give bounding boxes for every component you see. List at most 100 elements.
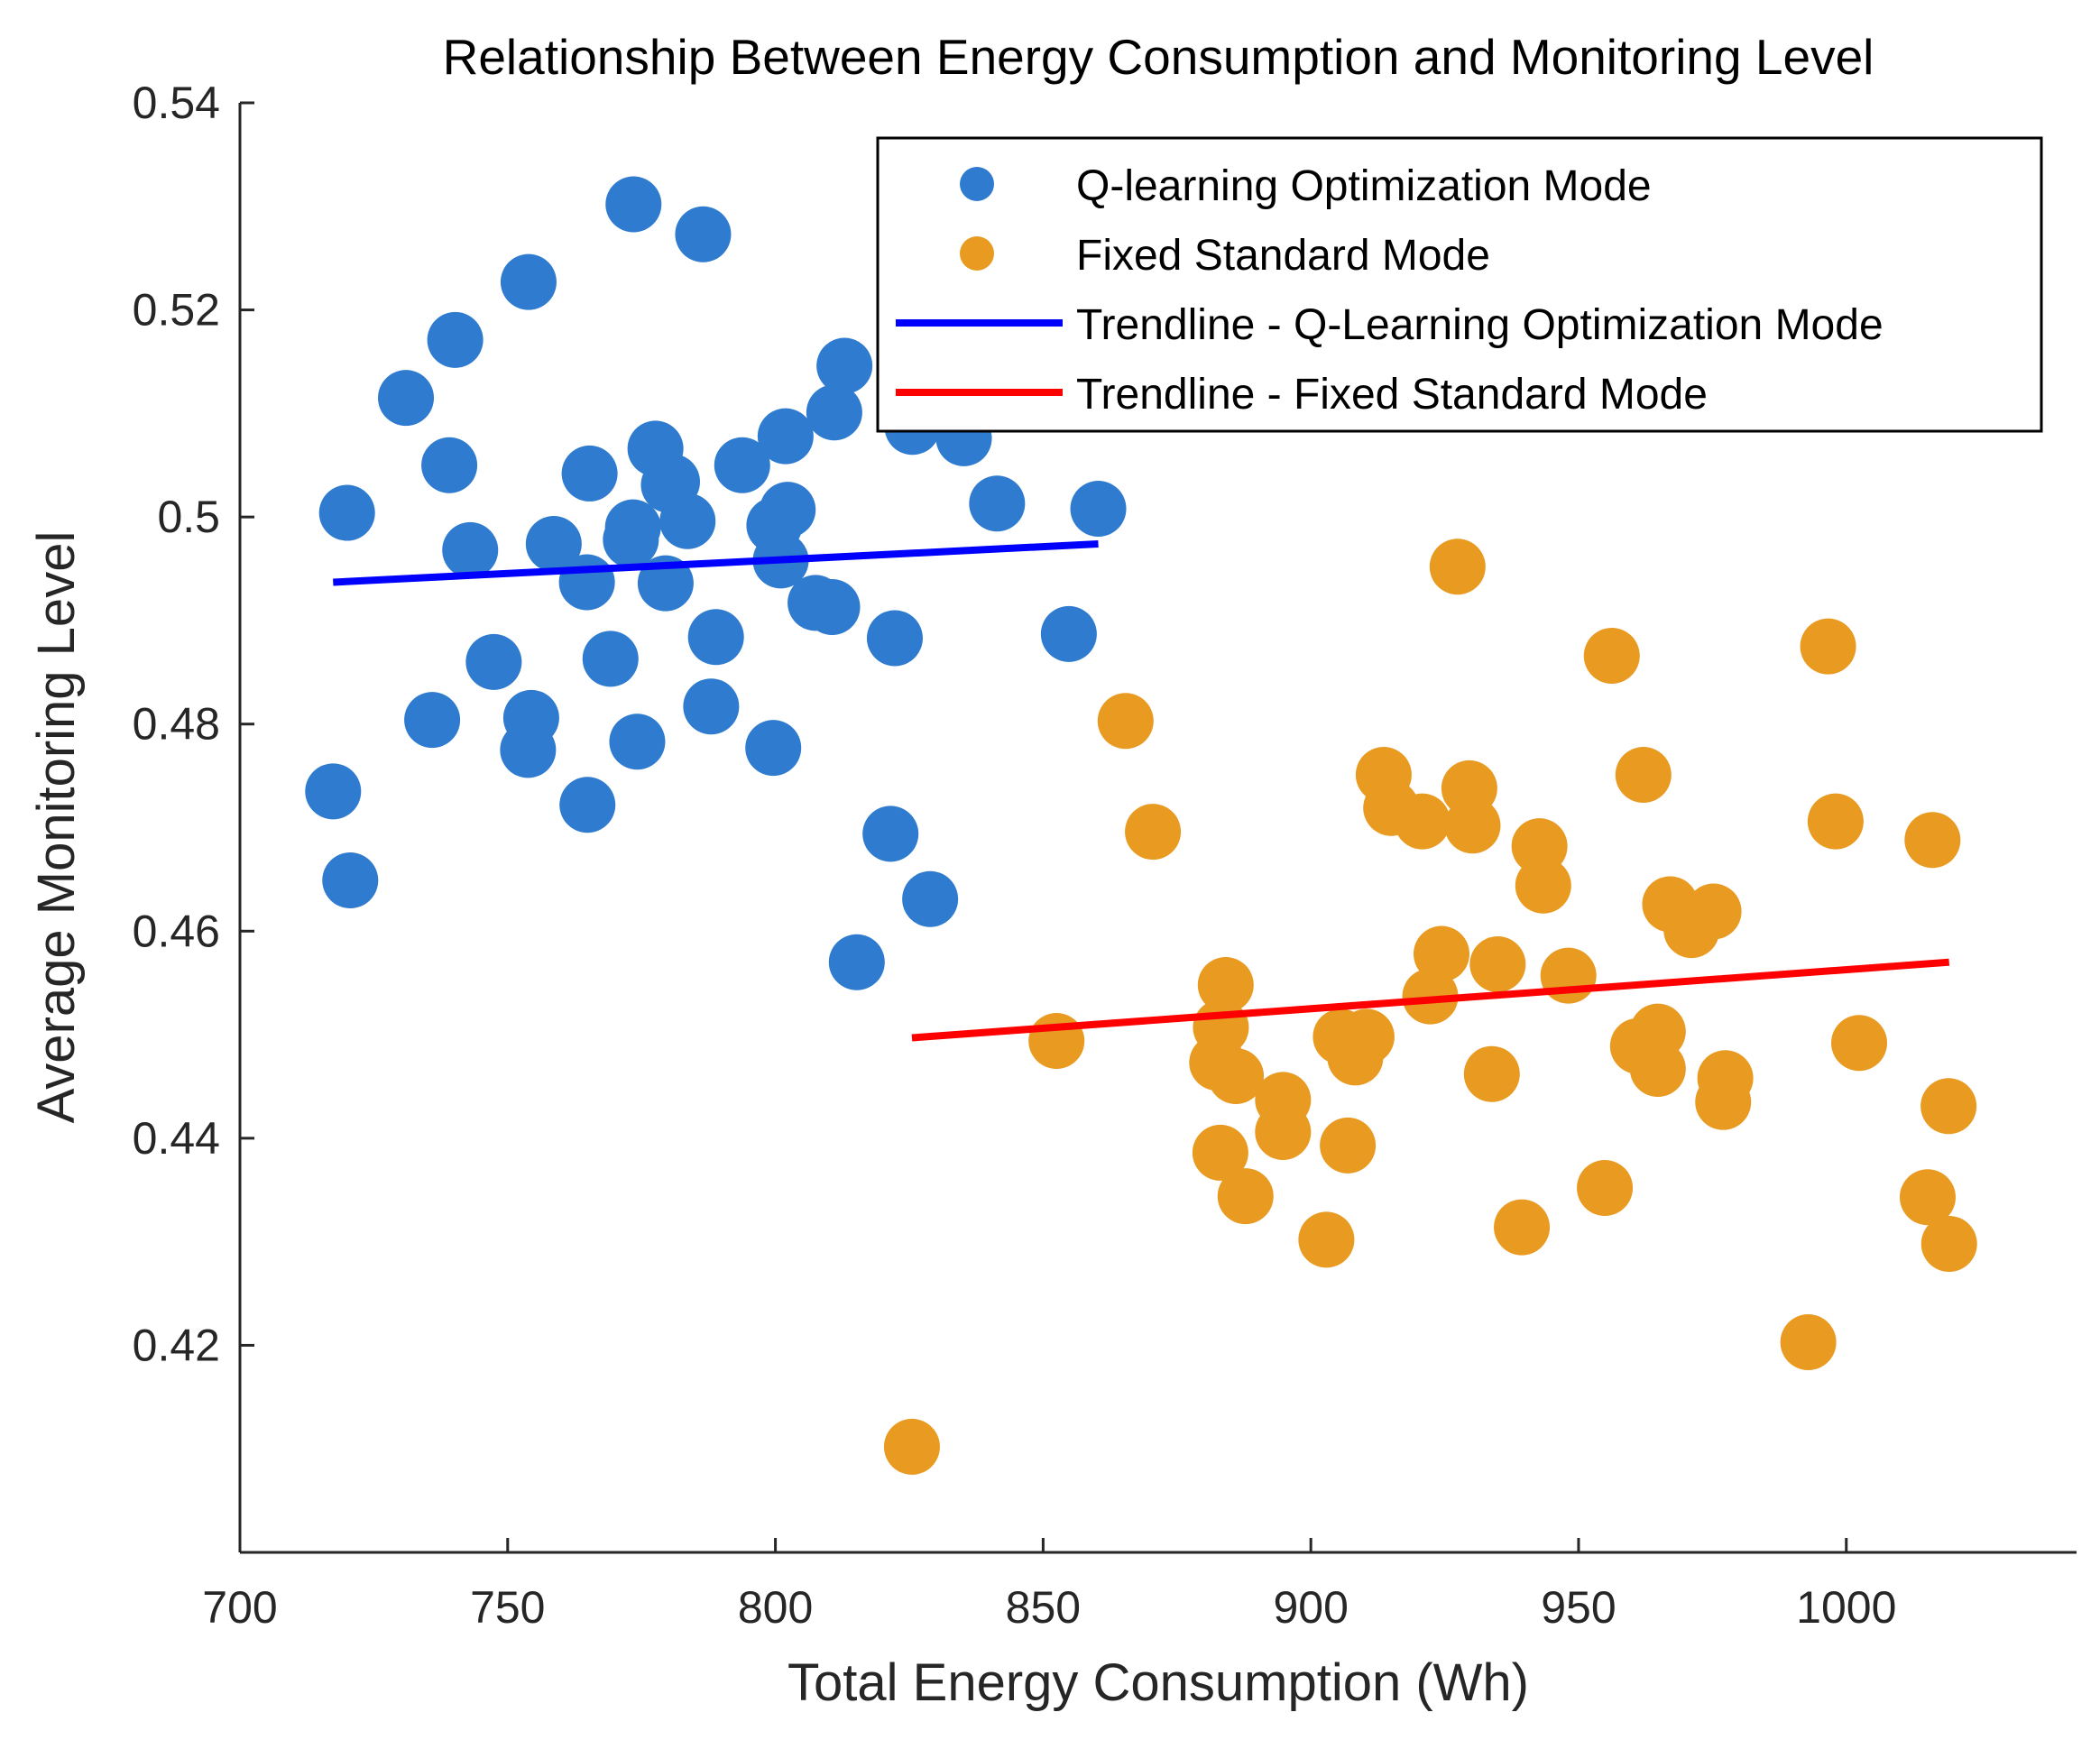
fixed-standard-point [1920, 1215, 1977, 1272]
legend-box [876, 136, 2043, 433]
fixed-standard-point [1217, 1168, 1274, 1225]
fixed-standard-point [1444, 797, 1501, 854]
q-learning-point [866, 610, 923, 667]
y-axis-title: Average Monitoring Level [27, 531, 86, 1124]
q-learning-point [605, 176, 662, 233]
fixed-standard-point [1028, 1012, 1085, 1069]
fixed-standard-point [1125, 804, 1182, 861]
y-axis-ticks: 0.42 0.44 0.46 0.48 0.5 0.52 0.54 [133, 78, 254, 1370]
y-tick-label: 0.54 [133, 78, 220, 128]
q-learning-point [969, 475, 1026, 532]
q-learning-point [1040, 605, 1097, 662]
q-learning-point [525, 515, 582, 572]
fixed-standard-point [1780, 1313, 1837, 1370]
fixed-standard-point [1577, 1159, 1634, 1216]
x-tick-label: 950 [1541, 1582, 1616, 1633]
fixed-standard-point [1298, 1211, 1355, 1268]
fixed-standard-point [1615, 746, 1672, 803]
y-tick-label: 0.52 [133, 285, 220, 336]
q-learning-point [378, 370, 435, 427]
fixed-standard-point [1402, 968, 1459, 1025]
q-learning-point [558, 554, 615, 611]
series-1 [305, 176, 1127, 990]
fixed-standard-point [1899, 1169, 1956, 1226]
fixed-standard-point [1800, 618, 1856, 675]
legend-marker [960, 167, 994, 201]
fixed-standard-point [1197, 956, 1254, 1013]
fixed-standard-point [1831, 1015, 1888, 1072]
q-learning-point [862, 806, 919, 862]
q-learning-point [442, 521, 499, 578]
x-tick-label: 700 [202, 1582, 277, 1633]
fixed-standard-point [1463, 1045, 1520, 1102]
fixed-standard-point [1327, 1029, 1384, 1086]
q-learning-point [421, 437, 478, 493]
fixed-standard-point [1097, 693, 1154, 750]
fixed-standard-point [1904, 812, 1961, 869]
q-learning-point [559, 777, 616, 833]
q-learning-point [318, 484, 375, 541]
fixed-standard-point [1515, 857, 1571, 914]
series-4 [911, 958, 1950, 1042]
legend-marker [960, 236, 994, 271]
fixed-standard-point [883, 1418, 940, 1475]
series-3 [333, 539, 1099, 586]
fixed-standard-point [1192, 1124, 1248, 1181]
legend-label: Trendline - Fixed Standard Mode [1076, 371, 1708, 419]
plot-area [305, 176, 1977, 1475]
q-learning-point [659, 493, 716, 549]
fixed-standard-point [1255, 1103, 1312, 1160]
fixed-standard-point [1583, 627, 1640, 684]
x-tick-label: 800 [738, 1582, 813, 1633]
q-learning-point [427, 311, 484, 368]
fixed-standard-point [1540, 947, 1597, 1004]
q-learning-point [465, 633, 522, 690]
q-learning-point [500, 253, 557, 310]
q-learning-point [603, 511, 659, 568]
q-learning-point [745, 720, 802, 777]
q-learning-point [500, 722, 557, 778]
x-axis-title: Total Energy Consumption (Wh) [788, 1653, 1529, 1712]
fixed-standard-point [1320, 1117, 1377, 1174]
q-learning-point [714, 437, 770, 493]
x-tick-label: 750 [470, 1582, 545, 1633]
q-learning-point [806, 384, 862, 441]
q-learning-point [828, 934, 885, 990]
y-tick-label: 0.5 [157, 492, 220, 542]
fixed-standard-point [1414, 925, 1470, 982]
x-tick-label: 1000 [1796, 1582, 1896, 1633]
q-learning-trendline [333, 539, 1099, 586]
q-learning-point [816, 337, 873, 394]
y-tick-label: 0.46 [133, 906, 220, 956]
legend: Q-learning Optimization Mode Fixed Standa… [876, 136, 2043, 433]
y-tick-label: 0.42 [133, 1320, 220, 1370]
fixed-standard-point [1429, 539, 1486, 595]
legend-label: Q-learning Optimization Mode [1076, 162, 1652, 210]
x-tick-label: 850 [1006, 1582, 1081, 1633]
q-learning-point [804, 579, 861, 636]
y-tick-label: 0.44 [133, 1113, 220, 1164]
q-learning-point [305, 763, 362, 820]
fixed-standard-point [1629, 1040, 1686, 1097]
fixed-standard-trendline [911, 958, 1950, 1042]
chart-title: Relationship Between Energy Consumption … [443, 29, 1874, 85]
fixed-standard-point [1208, 1047, 1265, 1104]
fixed-standard-point [1695, 1073, 1752, 1130]
y-tick-label: 0.48 [133, 699, 220, 750]
fixed-standard-point [1920, 1078, 1977, 1135]
x-axis-ticks: 700 750 800 850 900 950 1000 [202, 1538, 1896, 1633]
q-learning-point [902, 870, 959, 927]
q-learning-point [757, 408, 814, 465]
q-learning-point [582, 631, 639, 687]
q-learning-point [609, 713, 666, 770]
fixed-standard-point [1494, 1199, 1551, 1256]
fixed-standard-point [1394, 793, 1451, 850]
series-2 [883, 539, 1977, 1475]
q-learning-point [675, 206, 732, 262]
fixed-standard-point [1663, 902, 1720, 959]
q-learning-point [561, 445, 618, 502]
q-learning-point [404, 692, 461, 749]
fixed-standard-point [1469, 936, 1526, 993]
x-tick-label: 900 [1273, 1582, 1348, 1633]
